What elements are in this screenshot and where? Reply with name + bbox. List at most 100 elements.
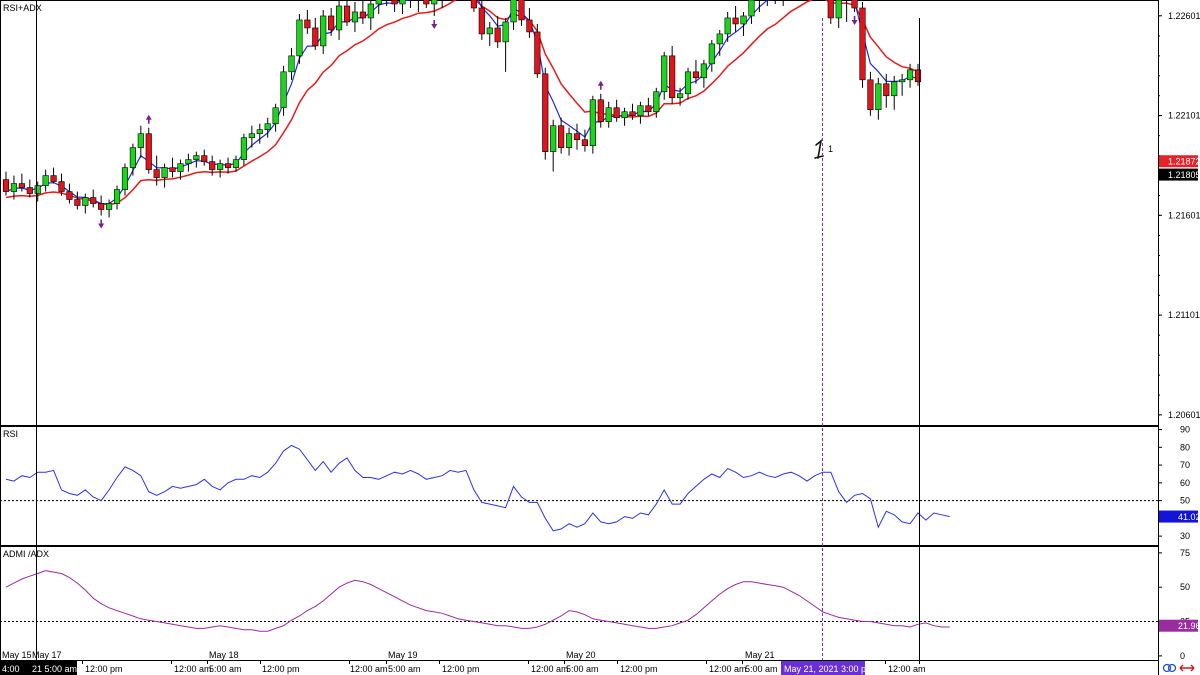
- candle-body: [2, 179, 10, 192]
- candle-body: [875, 83, 882, 111]
- date-label: May 20: [566, 650, 596, 660]
- candle-body: [169, 167, 176, 172]
- candle-body: [232, 159, 240, 168]
- candle-body: [677, 93, 684, 99]
- candle-body: [431, 0, 438, 5]
- candle-body: [58, 181, 65, 192]
- candle-body: [90, 197, 97, 204]
- candle-body: [518, 0, 525, 21]
- adx-value-tag-bg: [1159, 619, 1198, 632]
- candle-body: [732, 17, 739, 25]
- price-tick-label: 1.22101: [1168, 111, 1200, 121]
- candle-body: [328, 15, 335, 31]
- adx-tick-label: 0: [1180, 651, 1185, 661]
- price-tag-bg: [1159, 155, 1198, 168]
- candle-body: [312, 27, 319, 47]
- price-panel-title: RSI+ADX: [3, 3, 42, 13]
- candle-body: [526, 19, 533, 33]
- candle-body: [629, 111, 636, 117]
- price-title-bg: [1, 1, 36, 13]
- candle-body: [597, 99, 604, 123]
- candle-body: [82, 197, 89, 206]
- candle-body: [161, 167, 168, 178]
- candle-body: [851, 0, 858, 9]
- candle-body: [748, 0, 755, 17]
- candle-body: [351, 11, 359, 23]
- price-tick-label: 1.20601: [1168, 410, 1200, 420]
- time-label: 12:00 am: [350, 664, 388, 674]
- candle-body: [177, 163, 184, 172]
- candle-body: [835, 0, 842, 19]
- candle-body: [256, 129, 263, 134]
- adx-panel-title: ADMI /ADX: [3, 549, 49, 559]
- candle-body: [423, 0, 430, 5]
- candle-body: [486, 27, 493, 35]
- candle-body: [613, 107, 620, 119]
- candle-body: [185, 159, 192, 164]
- time-label: 12:00 pm: [442, 664, 480, 674]
- candle-body: [74, 199, 81, 206]
- candle-body: [42, 175, 49, 186]
- candle-body: [240, 137, 247, 160]
- arrows-icon: [1179, 664, 1195, 672]
- ema-slow-line: [5, 0, 919, 206]
- annotation-label: 1: [828, 144, 833, 154]
- crosshair-time-label: May 21, 2021 3:00 pm: [784, 664, 874, 674]
- crosshair-label-bg: [781, 661, 865, 675]
- rsi-line: [5, 444, 950, 532]
- candle-body: [899, 79, 906, 83]
- candle-body: [534, 31, 541, 75]
- candle-body: [867, 79, 874, 111]
- candle-body: [906, 69, 914, 81]
- candle-body: [637, 105, 644, 117]
- candle-body: [669, 55, 676, 99]
- time-label: 12:00 am: [709, 664, 747, 674]
- rsi-title-bg: [1, 427, 15, 439]
- adx-tick-label: 75: [1180, 548, 1190, 558]
- time-label: 12:00 am: [174, 664, 212, 674]
- candle-body: [296, 19, 303, 57]
- down-arrow-icon: [851, 15, 858, 25]
- rsi-tick-label: 60: [1180, 478, 1190, 488]
- candle-body: [193, 155, 200, 160]
- date-label: May 15: [2, 650, 32, 660]
- time-label: 12:00 pm: [620, 664, 658, 674]
- candle-body: [859, 7, 866, 81]
- candle-body: [98, 203, 105, 210]
- time-label: 12:00 pm: [85, 664, 123, 674]
- price-tick-label: 1.21601: [1168, 210, 1200, 220]
- candle-body: [470, 0, 477, 9]
- candle-body: [272, 107, 279, 125]
- candle-body: [645, 105, 652, 113]
- link-icon-ring: [1167, 663, 1177, 673]
- arrows-icon-path: [1179, 664, 1195, 672]
- candle-body: [621, 111, 628, 119]
- candle-body: [883, 83, 890, 97]
- candle-body: [542, 73, 549, 152]
- up-arrow-icon: [145, 114, 152, 124]
- candle-body: [399, 0, 406, 5]
- candle-body: [113, 189, 121, 204]
- price-tick-label: 1.22601: [1168, 11, 1200, 21]
- candle-body: [224, 163, 232, 168]
- candle-body: [550, 125, 557, 152]
- candle-body: [391, 0, 398, 5]
- candle-body: [891, 81, 898, 97]
- candle-body: [692, 71, 700, 79]
- down-arrow-icon: [98, 219, 105, 229]
- rsi-value-tag-bg: [1159, 510, 1198, 523]
- candle-body: [264, 123, 271, 130]
- candle-body: [716, 33, 723, 45]
- candle-body: [217, 163, 224, 170]
- candle-body: [336, 5, 343, 31]
- candle-body: [320, 15, 327, 47]
- adx-line: [5, 570, 950, 632]
- rsi-tick-label: 90: [1180, 425, 1190, 435]
- time-label: 5:00 am: [745, 664, 778, 674]
- candle-body: [209, 161, 216, 170]
- adx-title-bg: [1, 547, 45, 559]
- time-label: 21 5:00 am: [32, 664, 77, 674]
- price-tag-label: 1.21805: [1168, 170, 1200, 180]
- time-left-label-bg: [0, 661, 77, 675]
